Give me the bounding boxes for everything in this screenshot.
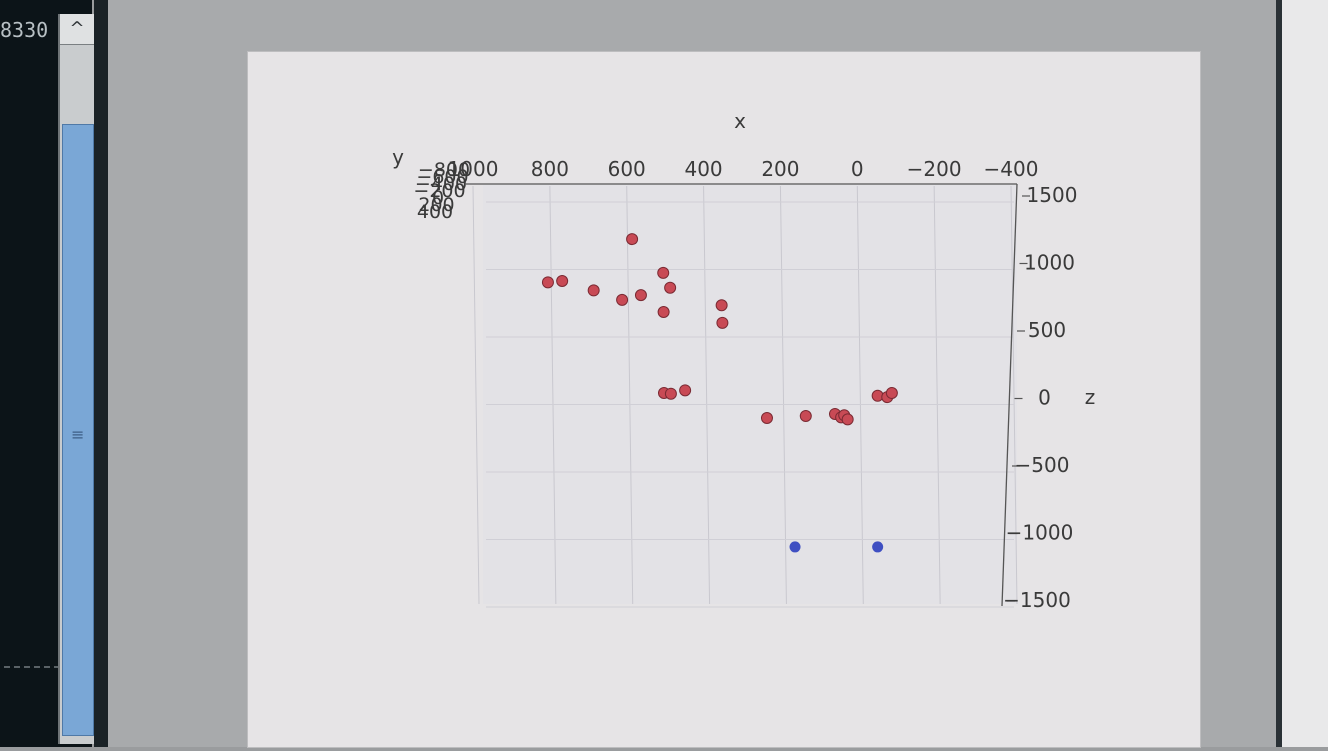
terminal-text: 8330 xyxy=(0,18,49,42)
grid-lines xyxy=(472,185,1018,608)
data-point-red xyxy=(715,299,728,312)
z-axis-label: z xyxy=(1085,385,1096,409)
scroll-thumb[interactable]: ≡ xyxy=(62,124,94,736)
data-point-blue xyxy=(872,541,884,553)
data-point-blue xyxy=(789,541,801,553)
data-points xyxy=(541,233,898,553)
data-point-red xyxy=(657,266,670,279)
x-axis-label: x xyxy=(734,109,746,133)
x-tick-labels: 1000 800 600 400 200 0 −200 −400 xyxy=(448,157,1039,181)
x-grid-line xyxy=(856,185,864,605)
data-point-red xyxy=(841,413,854,426)
x-tick-label: −400 xyxy=(984,157,1039,181)
z-tick-label: 500 xyxy=(1028,318,1066,342)
terminal-scrollbar[interactable]: ^ ≡ xyxy=(58,14,96,744)
grip-icon: ≡ xyxy=(71,425,85,444)
data-point-red xyxy=(664,387,677,400)
window-divider xyxy=(94,0,108,747)
data-point-red xyxy=(679,384,692,397)
data-point-red xyxy=(556,274,569,287)
y-tick-label: 0 xyxy=(432,187,444,209)
y-tick-label: −400 xyxy=(415,173,467,195)
data-point-red xyxy=(716,316,729,329)
z-tick-label: 0 xyxy=(1038,386,1051,410)
x-grid-line xyxy=(703,185,711,605)
z-tick-label: 1500 xyxy=(1027,183,1078,207)
terminal-dashed-rule xyxy=(4,666,100,668)
x-tick-label: 200 xyxy=(761,157,799,181)
plot-pane xyxy=(483,184,1017,604)
data-point-red xyxy=(760,412,773,424)
x-grid-line xyxy=(472,185,480,605)
figure-window: x y z 1000 800 600 400 200 0 −200 −400 −800 −600… xyxy=(248,52,1200,747)
right-window-edge xyxy=(1276,0,1328,747)
scroll-up-button[interactable]: ^ xyxy=(60,14,94,45)
z-tick-label: −500 xyxy=(1015,453,1070,477)
z-tick-label: −1000 xyxy=(1006,521,1074,545)
x-grid-line xyxy=(779,185,787,605)
data-point-red xyxy=(587,284,600,297)
z-tick-labels: 1500 1000 500 0 −500 −1000 −1500 xyxy=(1003,183,1077,612)
y-tick-label: 200 xyxy=(418,194,454,216)
x-grid-line xyxy=(626,185,634,605)
y-tick-label: 400 xyxy=(417,201,453,223)
y-tick-label: −600 xyxy=(416,166,468,188)
data-point-red xyxy=(626,233,639,246)
scatter-3d-plot: x y z 1000 800 600 400 200 0 −200 −400 −800−600… xyxy=(392,109,1096,612)
y-axis-label: y xyxy=(392,145,404,169)
y-tick-label: −200 xyxy=(413,180,465,202)
x-grid-line xyxy=(1010,185,1018,605)
x-tick-label: 400 xyxy=(684,157,722,181)
x-tick-label: 0 xyxy=(851,157,864,181)
x-grid-line xyxy=(549,185,557,605)
data-point-red xyxy=(541,276,554,289)
x-grid-line xyxy=(933,185,941,605)
x-tick-label: −200 xyxy=(907,157,962,181)
data-point-red xyxy=(657,306,670,319)
z-tick-label: −1500 xyxy=(1003,588,1071,612)
data-point-red xyxy=(616,293,629,306)
y-tick-label: −800 xyxy=(418,159,470,181)
x-tick-label: 800 xyxy=(531,157,569,181)
data-point-red xyxy=(885,387,898,400)
x-tick-label: 600 xyxy=(608,157,646,181)
data-point-red xyxy=(664,281,677,294)
x-tick-label: 1000 xyxy=(448,157,499,181)
z-axis-line xyxy=(1001,183,1018,607)
data-point-red xyxy=(799,409,812,422)
z-tick-label: 1000 xyxy=(1024,251,1075,275)
data-point-red xyxy=(634,289,647,302)
